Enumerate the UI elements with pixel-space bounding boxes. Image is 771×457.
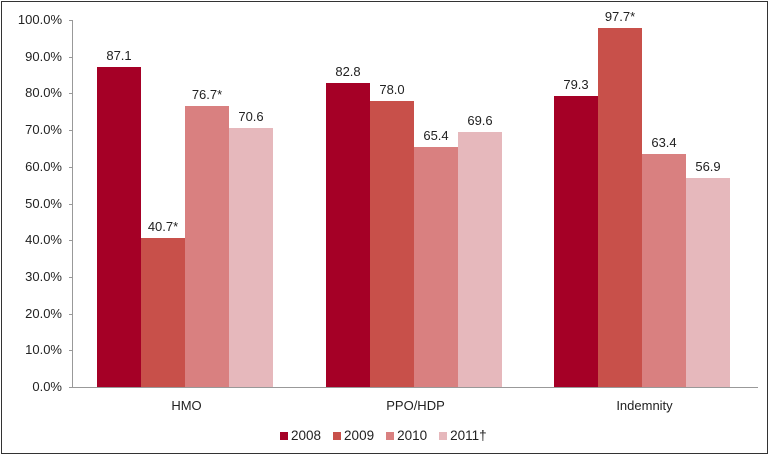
y-tick-label: 70.0% [25,122,62,138]
bar-value-label: 78.0 [379,81,405,97]
bar-value-label: 40.7* [147,218,179,234]
x-category-label: PPO/HDP [386,398,445,413]
legend-swatch-icon [439,431,448,440]
bar-2009-indemnity [598,28,642,387]
x-axis [72,387,758,388]
chart-legend: 2008 2009 2010 2011† [280,428,487,443]
bar-value-label: 97.7* [604,9,636,25]
y-tick-mark [69,166,73,168]
y-tick-mark [69,350,73,352]
bar-2011-hmo [229,127,273,387]
y-tick-mark [69,240,73,242]
legend-swatch-icon [333,431,342,440]
bar-value-label: 82.8 [335,64,361,80]
legend-item: 2008 [280,428,321,443]
y-tick-mark [69,20,73,21]
legend-item: 2010 [386,428,427,443]
bar-2009-hmo [141,237,185,387]
bar-value-label: 65.4 [423,127,449,143]
y-tick-label: 80.0% [25,85,62,101]
y-tick-label: 0.0% [32,379,62,394]
legend-label: 2010 [397,428,428,443]
bar-value-label: 87.1 [106,48,132,64]
x-category-label: Indemnity [616,398,673,413]
bar-value-label: 63.4 [651,135,677,151]
bar-2009-ppohdp [370,100,414,387]
bar-value-label: 69.6 [467,112,493,128]
bar-value-label: 76.7* [191,86,223,102]
x-category-label: HMO [171,398,202,413]
legend-swatch-icon [386,431,395,440]
y-tick-mark [69,130,73,132]
bar-value-label: 56.9 [695,159,721,175]
y-tick-mark [69,276,73,278]
y-tick-label: 20.0% [25,305,62,321]
bar-2010-indemnity [642,154,686,387]
bar-2010-hmo [185,105,229,387]
y-tick-label: 50.0% [25,195,62,211]
bar-value-label: 79.3 [563,76,589,92]
legend-label: 2009 [344,428,375,443]
bar-2010-ppohdp [414,146,458,387]
y-tick-label: 30.0% [25,268,62,284]
y-tick-label: 100.0% [17,12,62,27]
y-tick-label: 40.0% [25,232,62,248]
y-tick-mark [69,203,73,205]
bar-2008-hmo [97,67,141,387]
y-tick-mark [69,56,73,58]
bar-2011-indemnity [686,178,730,387]
y-tick-label: 60.0% [25,158,62,174]
legend-item: 2009 [333,428,374,443]
bar-2008-ppohdp [326,83,370,387]
y-tick-mark [69,313,73,315]
legend-swatch-icon [280,431,288,440]
legend-label: 2011† [450,428,487,443]
bar-value-label: 70.6 [238,108,264,124]
y-tick-mark [69,93,73,95]
y-tick-label: 10.0% [25,342,62,358]
legend-item: 2011† [439,428,487,443]
y-tick-mark [69,387,73,388]
bar-2011-ppohdp [458,131,502,387]
bar-2008-indemnity [554,95,598,387]
y-tick-label: 90.0% [25,48,62,64]
legend-label: 2008 [291,428,322,443]
